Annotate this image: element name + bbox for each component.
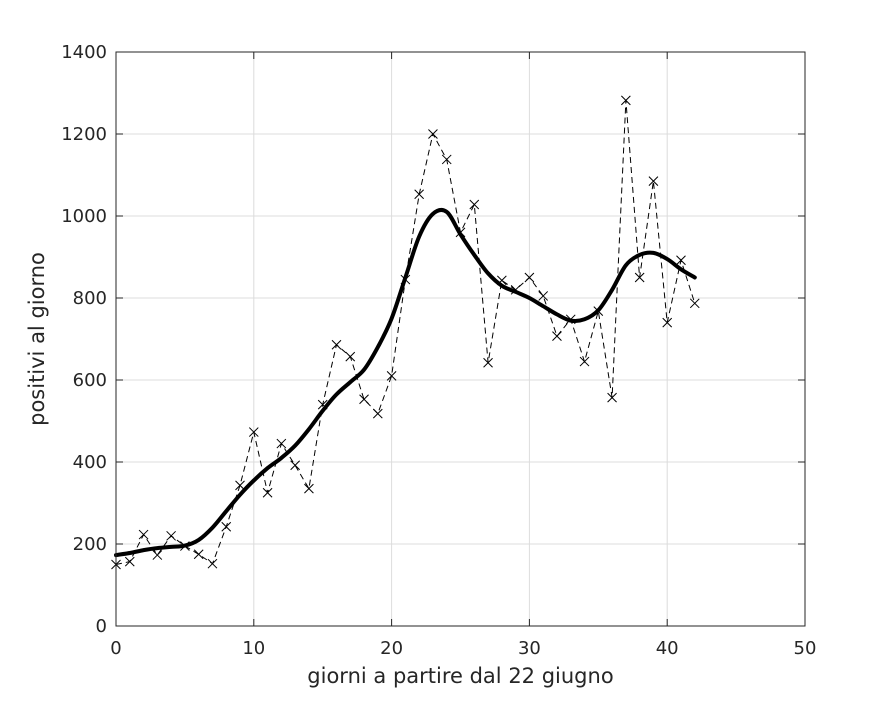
y-tick-label: 600 [73,370,107,391]
data-point-marker [290,460,300,471]
data-point-marker [193,549,204,560]
marker-stroke [414,189,425,200]
marker-stroke [290,460,300,471]
marker-stroke [634,272,645,283]
data-point-marker [248,427,259,437]
data-point-marker [124,556,135,567]
data-point-marker [607,392,617,403]
marker-stroke [441,154,452,165]
marker-stroke [552,331,562,341]
marker-stroke [345,351,356,362]
data-point-marker [483,357,493,368]
data-point-marker [469,199,480,210]
data-point-marker [621,95,631,106]
marker-stroke [676,255,686,266]
data-point-marker [359,394,369,405]
axes-box [115,51,806,627]
data-point-marker [331,339,342,350]
data-point-marker [689,298,700,309]
y-tick-label: 0 [96,616,107,637]
data-point-marker [524,272,535,283]
marker-stroke [235,480,245,491]
y-tick-label: 1200 [61,124,107,145]
marker-stroke [689,298,700,309]
data-point-marker [676,255,686,266]
series-layer [111,95,700,570]
data-point-marker [662,317,673,328]
data-point-marker [262,487,273,498]
data-point-marker [634,272,645,283]
data-point-marker [648,176,659,187]
data-point-marker [207,558,218,569]
x-tick-label: 50 [794,638,817,659]
x-axis-label: giorni a partire dal 22 giugno [307,664,613,688]
plot-area [116,52,805,626]
marker-stroke [359,394,369,405]
data-point-marker [552,331,562,341]
data-point-marker [221,521,232,532]
marker-stroke [262,487,273,498]
data-point-marker [386,371,397,381]
marker-stroke [193,549,204,560]
marker-stroke [662,317,673,328]
marker-stroke [221,521,232,532]
data-point-marker [579,356,590,367]
marker-stroke [317,399,328,410]
data-point-marker [138,529,149,540]
marker-stroke [428,129,438,139]
smoothed-trend-line [114,207,697,558]
y-tick-label: 400 [73,452,107,473]
y-tick-label: 200 [73,534,107,555]
data-point-marker [235,480,245,491]
y-tick-label: 800 [73,288,107,309]
data-point-marker [152,550,163,560]
marker-stroke [607,392,617,403]
marker-stroke [138,529,149,540]
marker-stroke [248,427,259,437]
marker-stroke [372,408,383,419]
marker-stroke [276,438,287,449]
data-point-marker [166,530,176,541]
marker-stroke [386,371,397,381]
marker-stroke [621,95,631,106]
y-tick-label: 1000 [61,206,107,227]
daily-data-markers [111,95,700,570]
data-point-marker [345,351,356,362]
marker-stroke [524,272,535,283]
data-point-marker [441,154,452,165]
y-tick-label: 1400 [61,42,107,63]
tick-marks [115,51,806,627]
marker-stroke [124,556,135,567]
y-tick-labels: 0 200 400 600 800 1000 1200 1400 [61,42,107,637]
x-tick-label: 10 [242,638,265,659]
data-point-marker [372,408,383,419]
marker-stroke [483,357,493,368]
data-point-marker [304,483,314,494]
marker-stroke [152,550,163,560]
data-point-marker [428,129,438,139]
marker-stroke [331,339,342,350]
data-point-marker [414,189,425,200]
x-tick-labels: 0 10 20 30 40 50 [110,638,816,659]
marker-stroke [538,291,549,301]
x-tick-label: 0 [110,638,121,659]
marker-stroke [469,199,480,210]
marker-stroke [648,176,659,187]
x-tick-label: 40 [656,638,679,659]
marker-stroke [166,530,176,541]
marker-stroke [207,558,218,569]
data-point-marker [538,291,549,301]
x-tick-label: 30 [518,638,541,659]
marker-stroke [304,483,314,494]
data-point-marker [276,438,287,449]
marker-stroke [579,356,590,367]
x-tick-label: 20 [380,638,403,659]
y-axis-label: positivi al giorno [25,252,49,426]
